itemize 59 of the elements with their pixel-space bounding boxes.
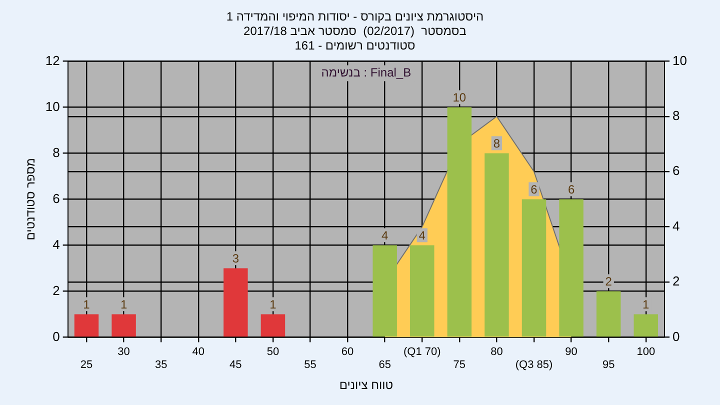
text: בסמסטר (02/2017) סמסטר אביב 2017/18 <box>244 24 466 38</box>
text: היסטוגרמת ציונים בקורס - יסודות המיפוי והמדידה 1 <box>226 10 484 24</box>
bar <box>522 199 546 337</box>
x-tick-label: 30 <box>118 346 130 358</box>
x-tick-label: 25 <box>80 359 93 372</box>
x-tick-label: 50 <box>266 346 280 358</box>
x-tick-label: 100 <box>636 346 656 358</box>
y2-tick-label: 10 <box>672 52 688 68</box>
data-label: 1 <box>120 298 128 312</box>
y2-tick-label: 8 <box>672 108 680 123</box>
bar <box>559 199 584 337</box>
x-tick-label: 90 <box>565 346 578 358</box>
y2-tick-label: 2 <box>672 274 680 289</box>
x-tick-label: 60 <box>341 346 354 358</box>
bar <box>596 291 621 337</box>
y-tick-label: 10 <box>45 98 60 114</box>
y2-tick-label: 4 <box>672 218 680 234</box>
y-tick-label: 2 <box>52 282 60 298</box>
y-tick-label: 0 <box>52 328 60 344</box>
y-tick-label: 12 <box>45 52 60 68</box>
bar <box>484 153 509 337</box>
y-axis-title: מספר סטודנטים <box>24 158 38 240</box>
x-tick-label: (Q1 70) <box>403 346 441 358</box>
x-tick-label: 80 <box>490 346 503 358</box>
data-label: 1 <box>270 298 277 312</box>
bar <box>112 314 136 337</box>
x-tick-label: 95 <box>602 359 615 372</box>
data-label: 8 <box>493 136 500 151</box>
data-label: 2 <box>605 274 612 289</box>
data-label: 10 <box>452 90 466 105</box>
data-label: 1 <box>642 298 650 312</box>
data-label: 6 <box>568 182 575 197</box>
bar <box>372 245 397 337</box>
data-label: 3 <box>232 252 240 266</box>
bar <box>447 107 472 337</box>
x-tick-label: 75 <box>453 359 466 372</box>
x-tick-label: 45 <box>230 359 242 372</box>
bar <box>224 268 248 337</box>
x-tick-label: (Q3 85) <box>515 359 553 372</box>
y2-tick-label: 6 <box>672 163 680 178</box>
bar <box>74 314 99 337</box>
bar <box>410 245 434 337</box>
y-tick-label: 8 <box>52 144 60 160</box>
y2-tick-label: 0 <box>672 328 680 344</box>
x-axis-title: טווח ציונים <box>339 378 394 392</box>
x-tick-label: 35 <box>154 359 168 372</box>
bar <box>260 314 286 337</box>
bar <box>634 314 658 337</box>
x-tick-label: 55 <box>304 359 316 372</box>
x-tick-label: 40 <box>192 346 205 358</box>
data-label: 1 <box>83 298 90 312</box>
data-label: 4 <box>382 228 389 243</box>
x-tick-label: 65 <box>378 359 391 372</box>
y-tick-label: 4 <box>52 236 60 252</box>
text: סטודנטים רשומים - 161 <box>294 38 416 52</box>
y-tick-label: 6 <box>52 190 60 206</box>
data-label: 6 <box>530 182 538 197</box>
annotation: בנשימה : Final_B <box>321 66 412 80</box>
data-label: 4 <box>418 228 426 243</box>
